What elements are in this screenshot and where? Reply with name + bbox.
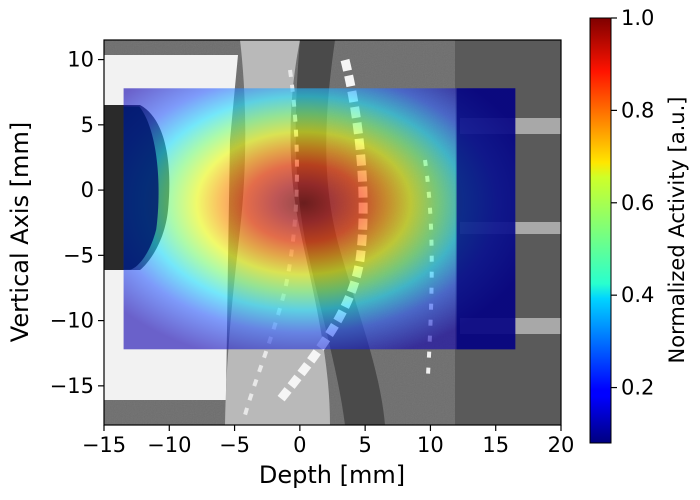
low-activity-region — [456, 88, 516, 350]
activity-overlay — [123, 88, 516, 350]
x-tick-label: −15 — [82, 433, 126, 457]
colorbar-gradient — [590, 18, 611, 443]
plot-frame — [103, 39, 562, 426]
x-tick-label: 10 — [417, 433, 444, 457]
x-axis-label: Depth [mm] — [259, 461, 405, 489]
x-tick-label: −5 — [219, 433, 250, 457]
colorbar-tick-label: 1.0 — [621, 6, 654, 30]
y-axis: −15 −10 −5 0 5 10 — [50, 48, 104, 398]
colorbar-tick-label: 0.2 — [621, 376, 654, 400]
activity-field — [123, 88, 516, 350]
x-tick-label: 5 — [358, 433, 371, 457]
x-tick-label: 20 — [548, 433, 575, 457]
y-tick-label: −15 — [50, 374, 94, 398]
y-tick-label: −10 — [50, 309, 94, 333]
x-tick-label: 0 — [293, 433, 306, 457]
colorbar: 0.2 0.4 0.6 0.8 1.0 Normalized Activity [a.u… — [589, 6, 689, 444]
x-tick-label: −10 — [147, 433, 191, 457]
y-tick-label: 10 — [67, 48, 94, 72]
y-axis-label: Vertical Axis [mm] — [6, 122, 34, 342]
cavity-activity — [123, 106, 159, 270]
x-tick-label: 15 — [482, 433, 509, 457]
colorbar-tick-label: 0.8 — [621, 98, 654, 122]
plot-area — [104, 40, 561, 425]
y-tick-label: 0 — [81, 178, 94, 202]
colorbar-tick-label: 0.4 — [621, 283, 654, 307]
x-axis: −15 −10 −5 0 5 10 15 20 — [82, 425, 575, 457]
y-tick-label: −5 — [63, 243, 94, 267]
y-tick-label: 5 — [81, 113, 94, 137]
colorbar-ticks: 0.2 0.4 0.6 0.8 1.0 — [611, 6, 654, 400]
colorbar-frame — [589, 17, 612, 444]
colorbar-tick-label: 0.6 — [621, 191, 654, 215]
colorbar-label: Normalized Activity [a.u.] — [665, 97, 689, 364]
